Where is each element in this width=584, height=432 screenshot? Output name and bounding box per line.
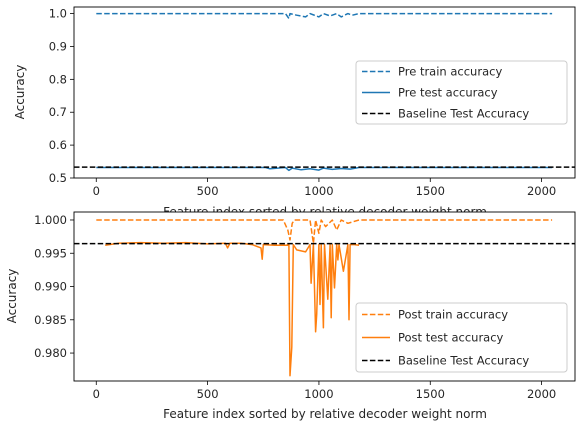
top-legend: Pre train accuracy Pre test accuracy Basel…	[355, 60, 568, 125]
top-x-tick-label: 1500	[416, 184, 445, 198]
bottom-legend-label-1: Post test accuracy	[398, 331, 504, 345]
top-y-tick-label: 0.7	[49, 105, 67, 119]
bottom-series-line-1	[105, 241, 360, 377]
top-panel: 0 500 1000 1500 2000 0.5 0.6 0.7 0.8 0.9 1.0 Accu…	[13, 6, 576, 219]
bottom-x-tick-label: 0	[93, 387, 100, 401]
bottom-y-axis-label: Accuracy	[5, 269, 19, 324]
top-series-line-1	[96, 166, 553, 172]
top-series-line-0	[96, 12, 553, 20]
bottom-y-tick-label: 0.980	[34, 346, 67, 360]
top-y-tick-label: 0.5	[49, 171, 67, 185]
top-legend-label-2: Baseline Test Accuracy	[398, 107, 529, 121]
bottom-x-tick-label: 2000	[527, 387, 556, 401]
top-y-tick-label: 0.9	[49, 39, 67, 53]
bottom-y-tick-label: 0.990	[34, 280, 67, 294]
top-y-axis-label: Accuracy	[13, 65, 27, 120]
bottom-legend-label-2: Baseline Test Accuracy	[398, 354, 529, 368]
bottom-y-tick-label: 0.985	[34, 313, 67, 327]
bottom-x-axis-label: Feature index sorted by relative decoder…	[163, 407, 487, 421]
bottom-y-ticks: 0.980 0.985 0.990 0.995 1.000	[34, 213, 74, 360]
top-x-ticks: 0 500 1000 1500 2000	[93, 178, 556, 198]
top-y-tick-label: 1.0	[49, 7, 67, 21]
top-legend-label-0: Pre train accuracy	[398, 65, 502, 79]
top-y-tick-label: 0.8	[49, 72, 67, 86]
top-x-tick-label: 0	[93, 184, 100, 198]
top-x-tick-label: 1000	[304, 184, 333, 198]
top-legend-label-1: Pre test accuracy	[398, 86, 498, 100]
bottom-y-tick-label: 1.000	[34, 213, 67, 227]
bottom-legend-label-0: Post train accuracy	[398, 308, 508, 322]
top-axes-frame	[73, 6, 576, 179]
top-x-tick-label: 500	[197, 184, 219, 198]
bottom-y-tick-label: 0.995	[34, 246, 67, 260]
top-series-group	[74, 12, 575, 172]
bottom-x-tick-label: 1000	[304, 387, 333, 401]
bottom-legend: Post train accuracy Post test accuracy Bas…	[355, 302, 568, 373]
top-legend-box	[355, 60, 568, 125]
bottom-series-group	[74, 219, 575, 377]
bottom-panel: 0 500 1000 1500 2000 0.980 0.985 0.990 0.995 1.0…	[5, 211, 576, 421]
bottom-axes-frame	[73, 211, 576, 382]
top-y-ticks: 0.5 0.6 0.7 0.8 0.9 1.0	[49, 7, 74, 185]
bottom-x-tick-label: 1500	[416, 387, 445, 401]
bottom-x-tick-label: 500	[197, 387, 219, 401]
bottom-legend-box	[355, 302, 568, 373]
bottom-x-ticks: 0 500 1000 1500 2000	[93, 381, 556, 401]
top-x-tick-label: 2000	[527, 184, 556, 198]
bottom-series-line-0	[96, 219, 553, 245]
top-y-tick-label: 0.6	[49, 138, 67, 152]
